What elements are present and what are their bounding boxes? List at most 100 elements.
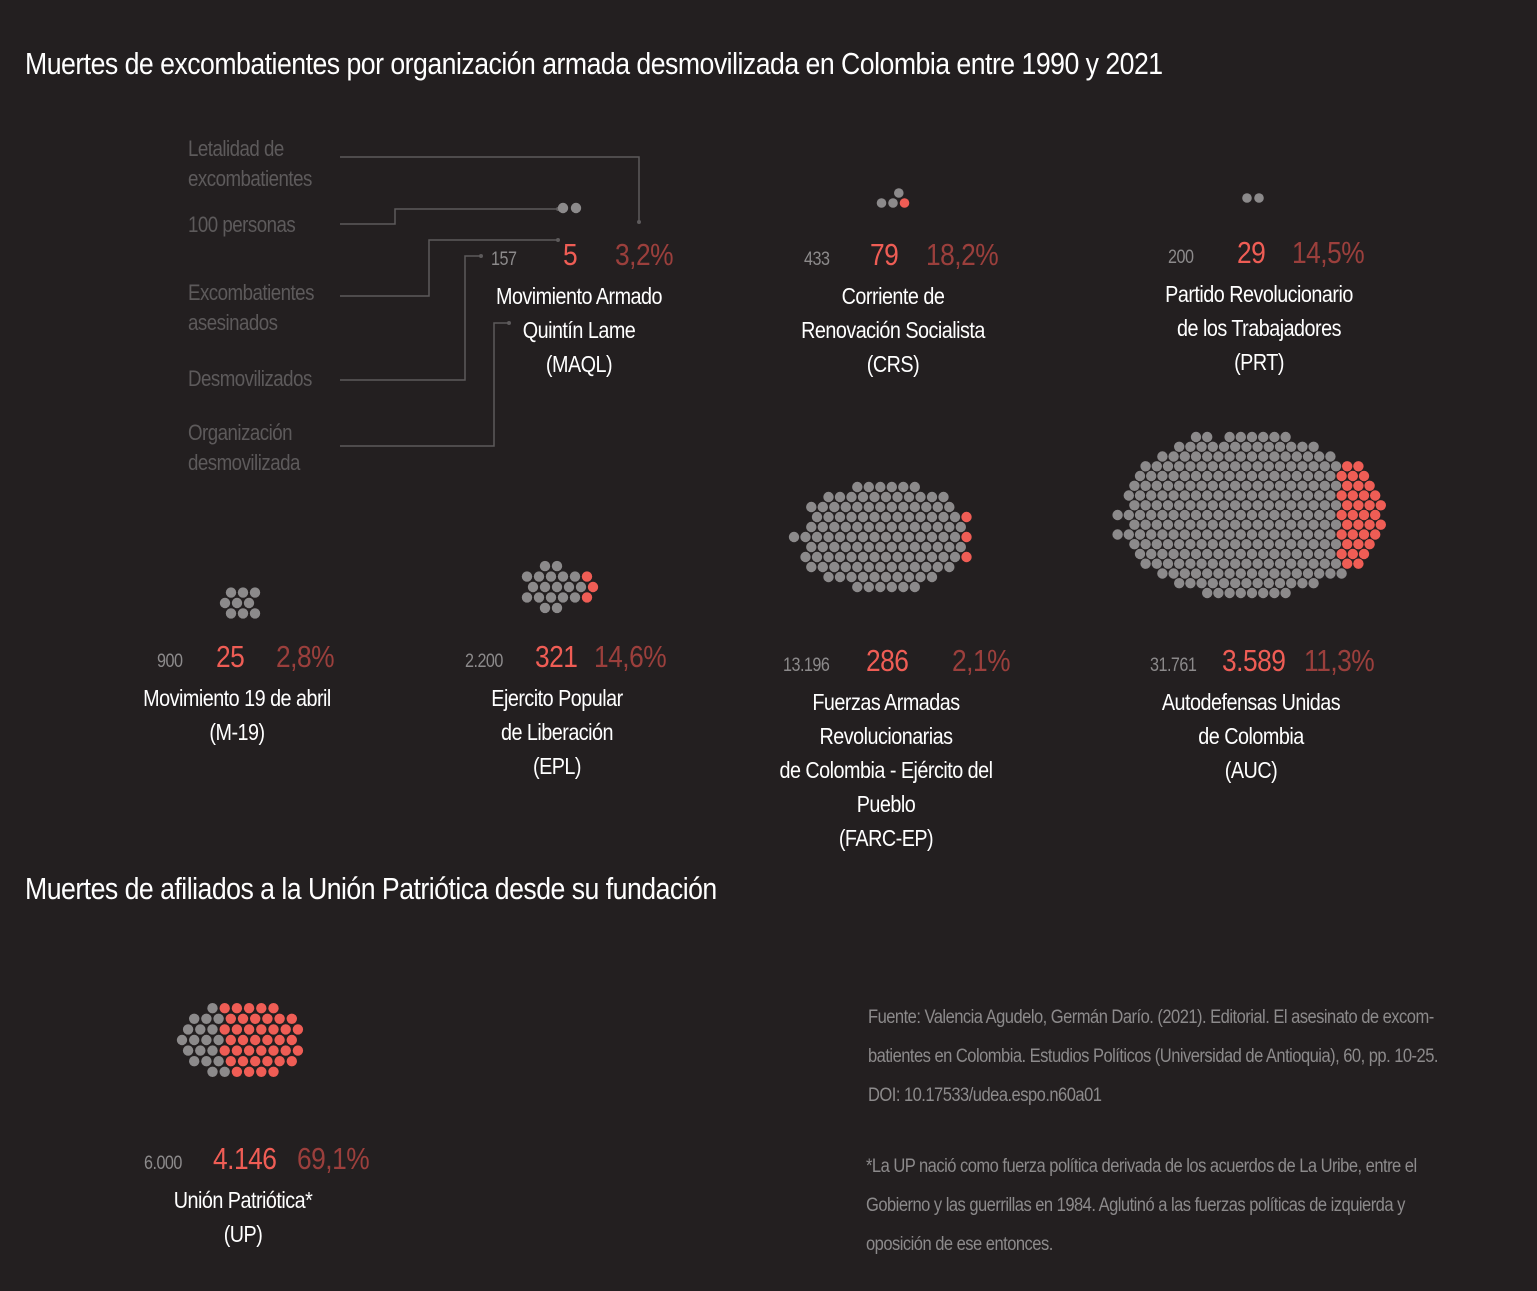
auc-dot bbox=[1325, 568, 1336, 579]
farc-dot bbox=[869, 511, 880, 523]
auc-dot bbox=[1314, 509, 1325, 521]
farc-dot bbox=[834, 571, 846, 583]
auc-killed-dot bbox=[1353, 539, 1364, 550]
auc-dot bbox=[1252, 578, 1263, 589]
auc-dot bbox=[1274, 500, 1286, 511]
auc-killed-dot bbox=[1353, 519, 1364, 530]
auc-dot bbox=[1196, 539, 1207, 550]
farc-dot bbox=[788, 531, 800, 543]
m19-dot bbox=[231, 597, 243, 609]
auc-dot bbox=[1224, 509, 1235, 521]
m19-dot bbox=[243, 597, 255, 609]
up-dot bbox=[207, 1024, 218, 1035]
auc-dot bbox=[1168, 470, 1179, 482]
auc-dot bbox=[1224, 490, 1235, 501]
auc-dot bbox=[1308, 500, 1319, 511]
epl-killed: 321 bbox=[535, 639, 578, 674]
farc-dot bbox=[938, 491, 949, 503]
auc-dot bbox=[1146, 470, 1157, 482]
auc-dot bbox=[1269, 490, 1280, 501]
auc-dot bbox=[1213, 568, 1224, 579]
up-killed-dot bbox=[262, 1034, 273, 1046]
epl-dot bbox=[533, 592, 545, 603]
auc-killed-dot bbox=[1342, 558, 1353, 569]
up-killed-dot bbox=[256, 1066, 267, 1078]
epl-dot bbox=[539, 560, 551, 572]
auc-dot bbox=[1151, 500, 1163, 511]
up-killed-dot bbox=[262, 1013, 273, 1024]
up-killed-dot bbox=[286, 1013, 297, 1024]
auc-dot bbox=[1151, 539, 1163, 550]
auc-dot bbox=[1168, 548, 1179, 560]
farc-dot bbox=[869, 531, 880, 543]
auc-killed-dot bbox=[1353, 558, 1364, 569]
auc-dot bbox=[1168, 451, 1179, 462]
m19-dot bbox=[237, 608, 249, 619]
auc-dot bbox=[1174, 500, 1185, 511]
auc-dot bbox=[1224, 451, 1235, 462]
auc-dot bbox=[1202, 529, 1213, 540]
auc-dot bbox=[1157, 451, 1168, 462]
auc-dot bbox=[1157, 568, 1168, 579]
auc-dot bbox=[1302, 529, 1314, 540]
farc-dot bbox=[944, 541, 955, 553]
auc-dot bbox=[1263, 461, 1275, 472]
up-killed-dot bbox=[237, 1013, 249, 1024]
farc-name: Fuerzas Armadas Revolucionarias de Colom… bbox=[779, 689, 993, 851]
auc-dot bbox=[1207, 461, 1219, 472]
auc-killed-dot bbox=[1342, 480, 1353, 491]
farc-dot bbox=[800, 551, 811, 563]
up-killed-dot bbox=[262, 1056, 273, 1067]
auc-dot bbox=[1274, 539, 1286, 550]
auc-dot bbox=[1179, 451, 1191, 462]
auc-dot bbox=[1218, 480, 1230, 491]
auc-dot bbox=[1174, 441, 1185, 452]
farc-dot bbox=[932, 501, 943, 513]
up-killed-dot bbox=[286, 1034, 297, 1046]
auc-dot bbox=[1190, 509, 1202, 521]
farc-dot bbox=[857, 531, 869, 543]
farc-dot bbox=[955, 521, 966, 533]
legend-lethality: Letalidad de excombatientes bbox=[188, 136, 312, 191]
auc-dot bbox=[1235, 509, 1247, 521]
auc-dot bbox=[1319, 558, 1331, 569]
farc-dot bbox=[846, 551, 857, 563]
farc-dot bbox=[829, 541, 840, 553]
auc-dot bbox=[1274, 461, 1286, 472]
auc-dot bbox=[1302, 451, 1314, 462]
auc-dot bbox=[1246, 431, 1258, 443]
epl-dot bbox=[551, 602, 563, 614]
auc-dot bbox=[1134, 470, 1146, 482]
epl-killed-dot bbox=[587, 581, 599, 593]
auc-name: Autodefensas Unidas de Colombia (AUC) bbox=[1161, 689, 1341, 783]
auc-killed-dot bbox=[1358, 548, 1370, 560]
auc-dot bbox=[1207, 500, 1219, 511]
farc-dot bbox=[921, 541, 932, 553]
auc-dot bbox=[1179, 490, 1191, 501]
auc-dot bbox=[1297, 480, 1308, 491]
farc-dot bbox=[863, 541, 874, 553]
auc-dot bbox=[1235, 587, 1247, 599]
up-killed-dot bbox=[274, 1056, 285, 1067]
farc-dot bbox=[903, 511, 915, 523]
up-killed-dot bbox=[219, 1003, 230, 1014]
auc-dot bbox=[1280, 568, 1291, 579]
farc-dot bbox=[863, 561, 874, 573]
auc-dot bbox=[1123, 529, 1135, 540]
crs-lethality: 18,2% bbox=[926, 237, 999, 272]
auc-dot bbox=[1134, 529, 1146, 540]
auc-dot bbox=[1179, 470, 1191, 482]
epl-dot bbox=[539, 602, 551, 614]
farc-dot bbox=[863, 581, 874, 593]
auc-killed-dot bbox=[1347, 509, 1359, 521]
auc-dot bbox=[1123, 509, 1135, 521]
auc-dot bbox=[1235, 490, 1247, 501]
auc-dot bbox=[1190, 470, 1202, 482]
auc-dot bbox=[1325, 451, 1336, 462]
farc-dot bbox=[846, 531, 857, 543]
auc-dot bbox=[1196, 480, 1207, 491]
m19-dot bbox=[249, 587, 261, 598]
up-killed-dot bbox=[243, 1045, 255, 1056]
auc-dot bbox=[1325, 509, 1336, 521]
auc-dot bbox=[1218, 441, 1230, 452]
